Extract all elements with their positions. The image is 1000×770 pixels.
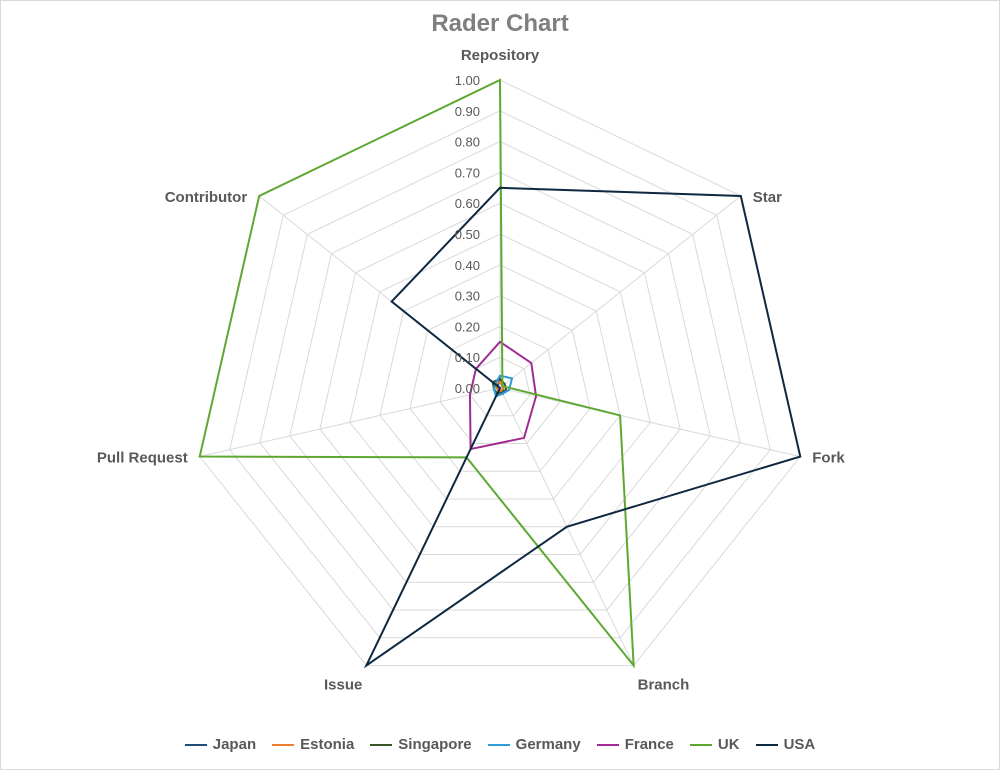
axis-label-contributor: Contributor (165, 189, 248, 206)
tick-label: 0.90 (455, 104, 480, 119)
legend-label: Germany (515, 736, 581, 753)
legend-item-japan: Japan (184, 736, 257, 753)
tick-label: 0.50 (455, 227, 480, 242)
grid-ring (259, 141, 741, 611)
series-line-uk (198, 78, 635, 669)
tick-label: 0.80 (455, 135, 480, 150)
legend-swatch (487, 743, 510, 746)
legend-item-usa: USA (755, 736, 816, 753)
axis-label-fork: Fork (812, 450, 845, 467)
legend-item-estonia: Estonia (272, 736, 354, 753)
axis-label-branch: Branch (638, 676, 690, 693)
legend-item-germany: Germany (487, 736, 581, 753)
grid-ring (229, 110, 771, 639)
tick-label: 0.20 (455, 319, 480, 334)
series-line-france (468, 340, 538, 451)
tick-label: 0.00 (455, 381, 480, 396)
series-line-usa (363, 186, 802, 669)
legend-label: Singapore (398, 736, 472, 753)
legend-label: Japan (212, 736, 257, 753)
legend-label: Estonia (300, 736, 355, 753)
legend-item-singapore: Singapore (370, 736, 472, 753)
tick-label: 0.60 (455, 196, 480, 211)
grid-ring (319, 202, 681, 555)
grid-ring (289, 171, 711, 583)
legend-swatch (596, 743, 619, 746)
axis-label-star: Star (753, 189, 782, 206)
legend-label: USA (783, 736, 816, 753)
axis-spoke (499, 387, 801, 458)
tick-label: 0.70 (455, 165, 480, 180)
legend-label: France (624, 736, 674, 753)
legend-swatch (689, 743, 712, 746)
legend-item-france: France (596, 736, 674, 753)
tick-label: 0.30 (455, 289, 480, 304)
legend-item-uk: UK (689, 736, 740, 753)
legend-swatch (272, 743, 295, 746)
legend-swatch (755, 743, 778, 746)
axis-label-issue: Issue (324, 676, 362, 693)
legend-label: UK (717, 736, 740, 753)
axis-spoke (499, 195, 742, 389)
chart-title: Rader Chart (431, 10, 569, 37)
legend: Japan Estonia Singapore Germany France UK USA (0, 736, 1000, 753)
axis-label-repository: Repository (461, 47, 540, 64)
grid-ring (349, 233, 651, 528)
tick-label: 0.10 (455, 350, 480, 365)
axis-label-pull-request: Pull Request (97, 450, 188, 467)
tick-label: 0.40 (455, 258, 480, 273)
tick-label: 1.00 (455, 73, 480, 88)
axis-spoke (199, 387, 501, 458)
grid-ring (409, 295, 591, 472)
legend-swatch (184, 743, 207, 746)
legend-swatch (370, 743, 393, 746)
